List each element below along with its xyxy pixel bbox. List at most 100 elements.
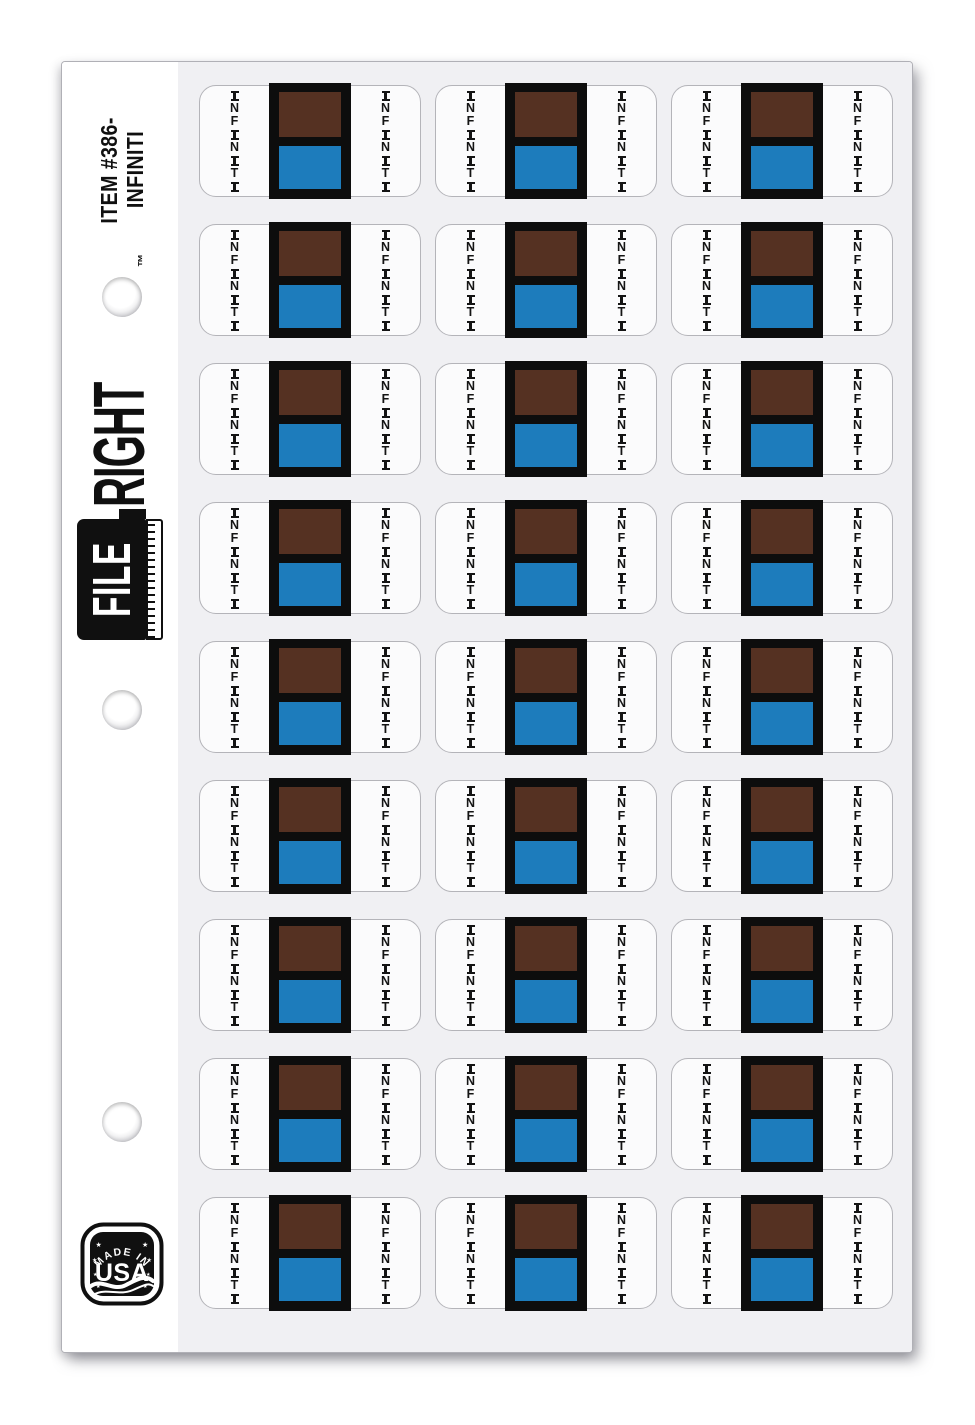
blue-swatch: [279, 702, 341, 745]
punch-hole-bottom: [102, 1102, 142, 1142]
color-code-block: [741, 639, 823, 755]
color-code-block: [505, 917, 587, 1033]
color-code-block: [741, 1195, 823, 1311]
brown-swatch: [751, 648, 813, 693]
blue-swatch: [751, 563, 813, 606]
brown-swatch: [279, 370, 341, 415]
blue-swatch: [751, 702, 813, 745]
svg-text:★: ★: [92, 1257, 97, 1264]
color-code-block: [505, 1056, 587, 1172]
color-code-block: [505, 361, 587, 477]
brown-swatch: [279, 1204, 341, 1249]
color-code-block: [741, 361, 823, 477]
blue-swatch: [751, 146, 813, 189]
blue-swatch: [515, 285, 577, 328]
color-code-block: [741, 1056, 823, 1172]
blue-swatch: [279, 1119, 341, 1162]
color-code-block: [269, 1195, 351, 1311]
blue-swatch: [279, 841, 341, 884]
blue-swatch: [515, 146, 577, 189]
blue-swatch: [751, 285, 813, 328]
blue-swatch: [279, 146, 341, 189]
svg-text:★: ★: [96, 1284, 101, 1290]
color-code-block: [741, 83, 823, 199]
color-code-block: [269, 1056, 351, 1172]
item-code-line1: ITEM #386-: [96, 116, 122, 224]
brown-swatch: [279, 509, 341, 554]
color-code-block: [505, 83, 587, 199]
file-logo-text: FILE: [81, 541, 142, 618]
right-logo-text: RIGHT: [80, 382, 160, 507]
color-code-block: [505, 1195, 587, 1311]
color-code-block: [269, 361, 351, 477]
color-code-block: [269, 778, 351, 894]
color-code-block: [741, 778, 823, 894]
brown-swatch: [515, 370, 577, 415]
item-code-line2: INFINITI: [122, 131, 148, 209]
brown-swatch: [751, 92, 813, 137]
trademark-symbol: ™: [135, 254, 150, 268]
punch-hole-middle: [102, 690, 142, 730]
svg-text:★: ★: [147, 1257, 152, 1264]
brown-swatch: [751, 787, 813, 832]
svg-text:★: ★: [93, 1272, 98, 1278]
brown-swatch: [751, 231, 813, 276]
color-code-block: [269, 639, 351, 755]
brown-swatch: [515, 1204, 577, 1249]
blue-swatch: [279, 285, 341, 328]
label-sheet: ITEM #386- INFINITI FILE RIGHT ™: [62, 62, 912, 1352]
brown-swatch: [751, 1065, 813, 1110]
sheet-sidebar: ITEM #386- INFINITI FILE RIGHT ™: [62, 62, 178, 1352]
svg-text:★: ★: [142, 1241, 148, 1249]
blue-swatch: [515, 1258, 577, 1301]
blue-swatch: [515, 980, 577, 1023]
brown-swatch: [515, 926, 577, 971]
made-in-usa-badge: MADE IN ★ ★ ★ ★ ★ ★ ★ ★ USA: [80, 1222, 164, 1306]
blue-swatch: [515, 702, 577, 745]
punch-hole-top: [102, 277, 142, 317]
